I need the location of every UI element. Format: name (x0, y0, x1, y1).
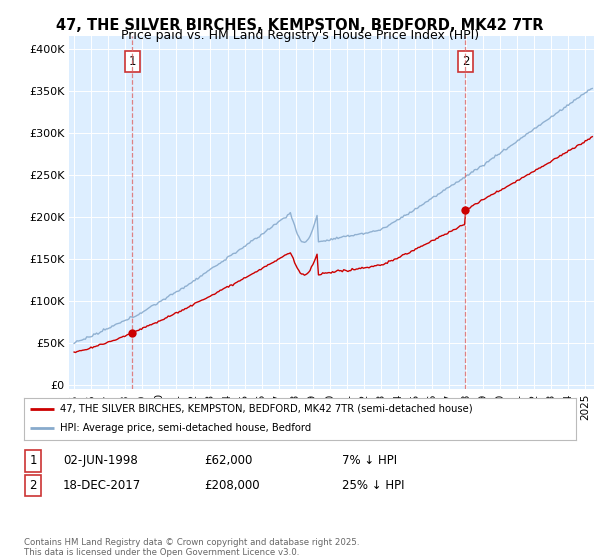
Text: 18-DEC-2017: 18-DEC-2017 (63, 479, 141, 492)
Text: Price paid vs. HM Land Registry's House Price Index (HPI): Price paid vs. HM Land Registry's House … (121, 29, 479, 42)
Text: 1: 1 (128, 55, 136, 68)
Text: Contains HM Land Registry data © Crown copyright and database right 2025.
This d: Contains HM Land Registry data © Crown c… (24, 538, 359, 557)
Text: £62,000: £62,000 (204, 454, 253, 468)
Text: HPI: Average price, semi-detached house, Bedford: HPI: Average price, semi-detached house,… (60, 423, 311, 433)
Text: 2: 2 (29, 479, 37, 492)
Text: 02-JUN-1998: 02-JUN-1998 (63, 454, 138, 468)
Text: 2: 2 (462, 55, 469, 68)
Text: 25% ↓ HPI: 25% ↓ HPI (342, 479, 404, 492)
Text: 47, THE SILVER BIRCHES, KEMPSTON, BEDFORD, MK42 7TR: 47, THE SILVER BIRCHES, KEMPSTON, BEDFOR… (56, 18, 544, 33)
Text: 1: 1 (29, 454, 37, 468)
Text: 7% ↓ HPI: 7% ↓ HPI (342, 454, 397, 468)
Text: 47, THE SILVER BIRCHES, KEMPSTON, BEDFORD, MK42 7TR (semi-detached house): 47, THE SILVER BIRCHES, KEMPSTON, BEDFOR… (60, 404, 473, 414)
Text: £208,000: £208,000 (204, 479, 260, 492)
